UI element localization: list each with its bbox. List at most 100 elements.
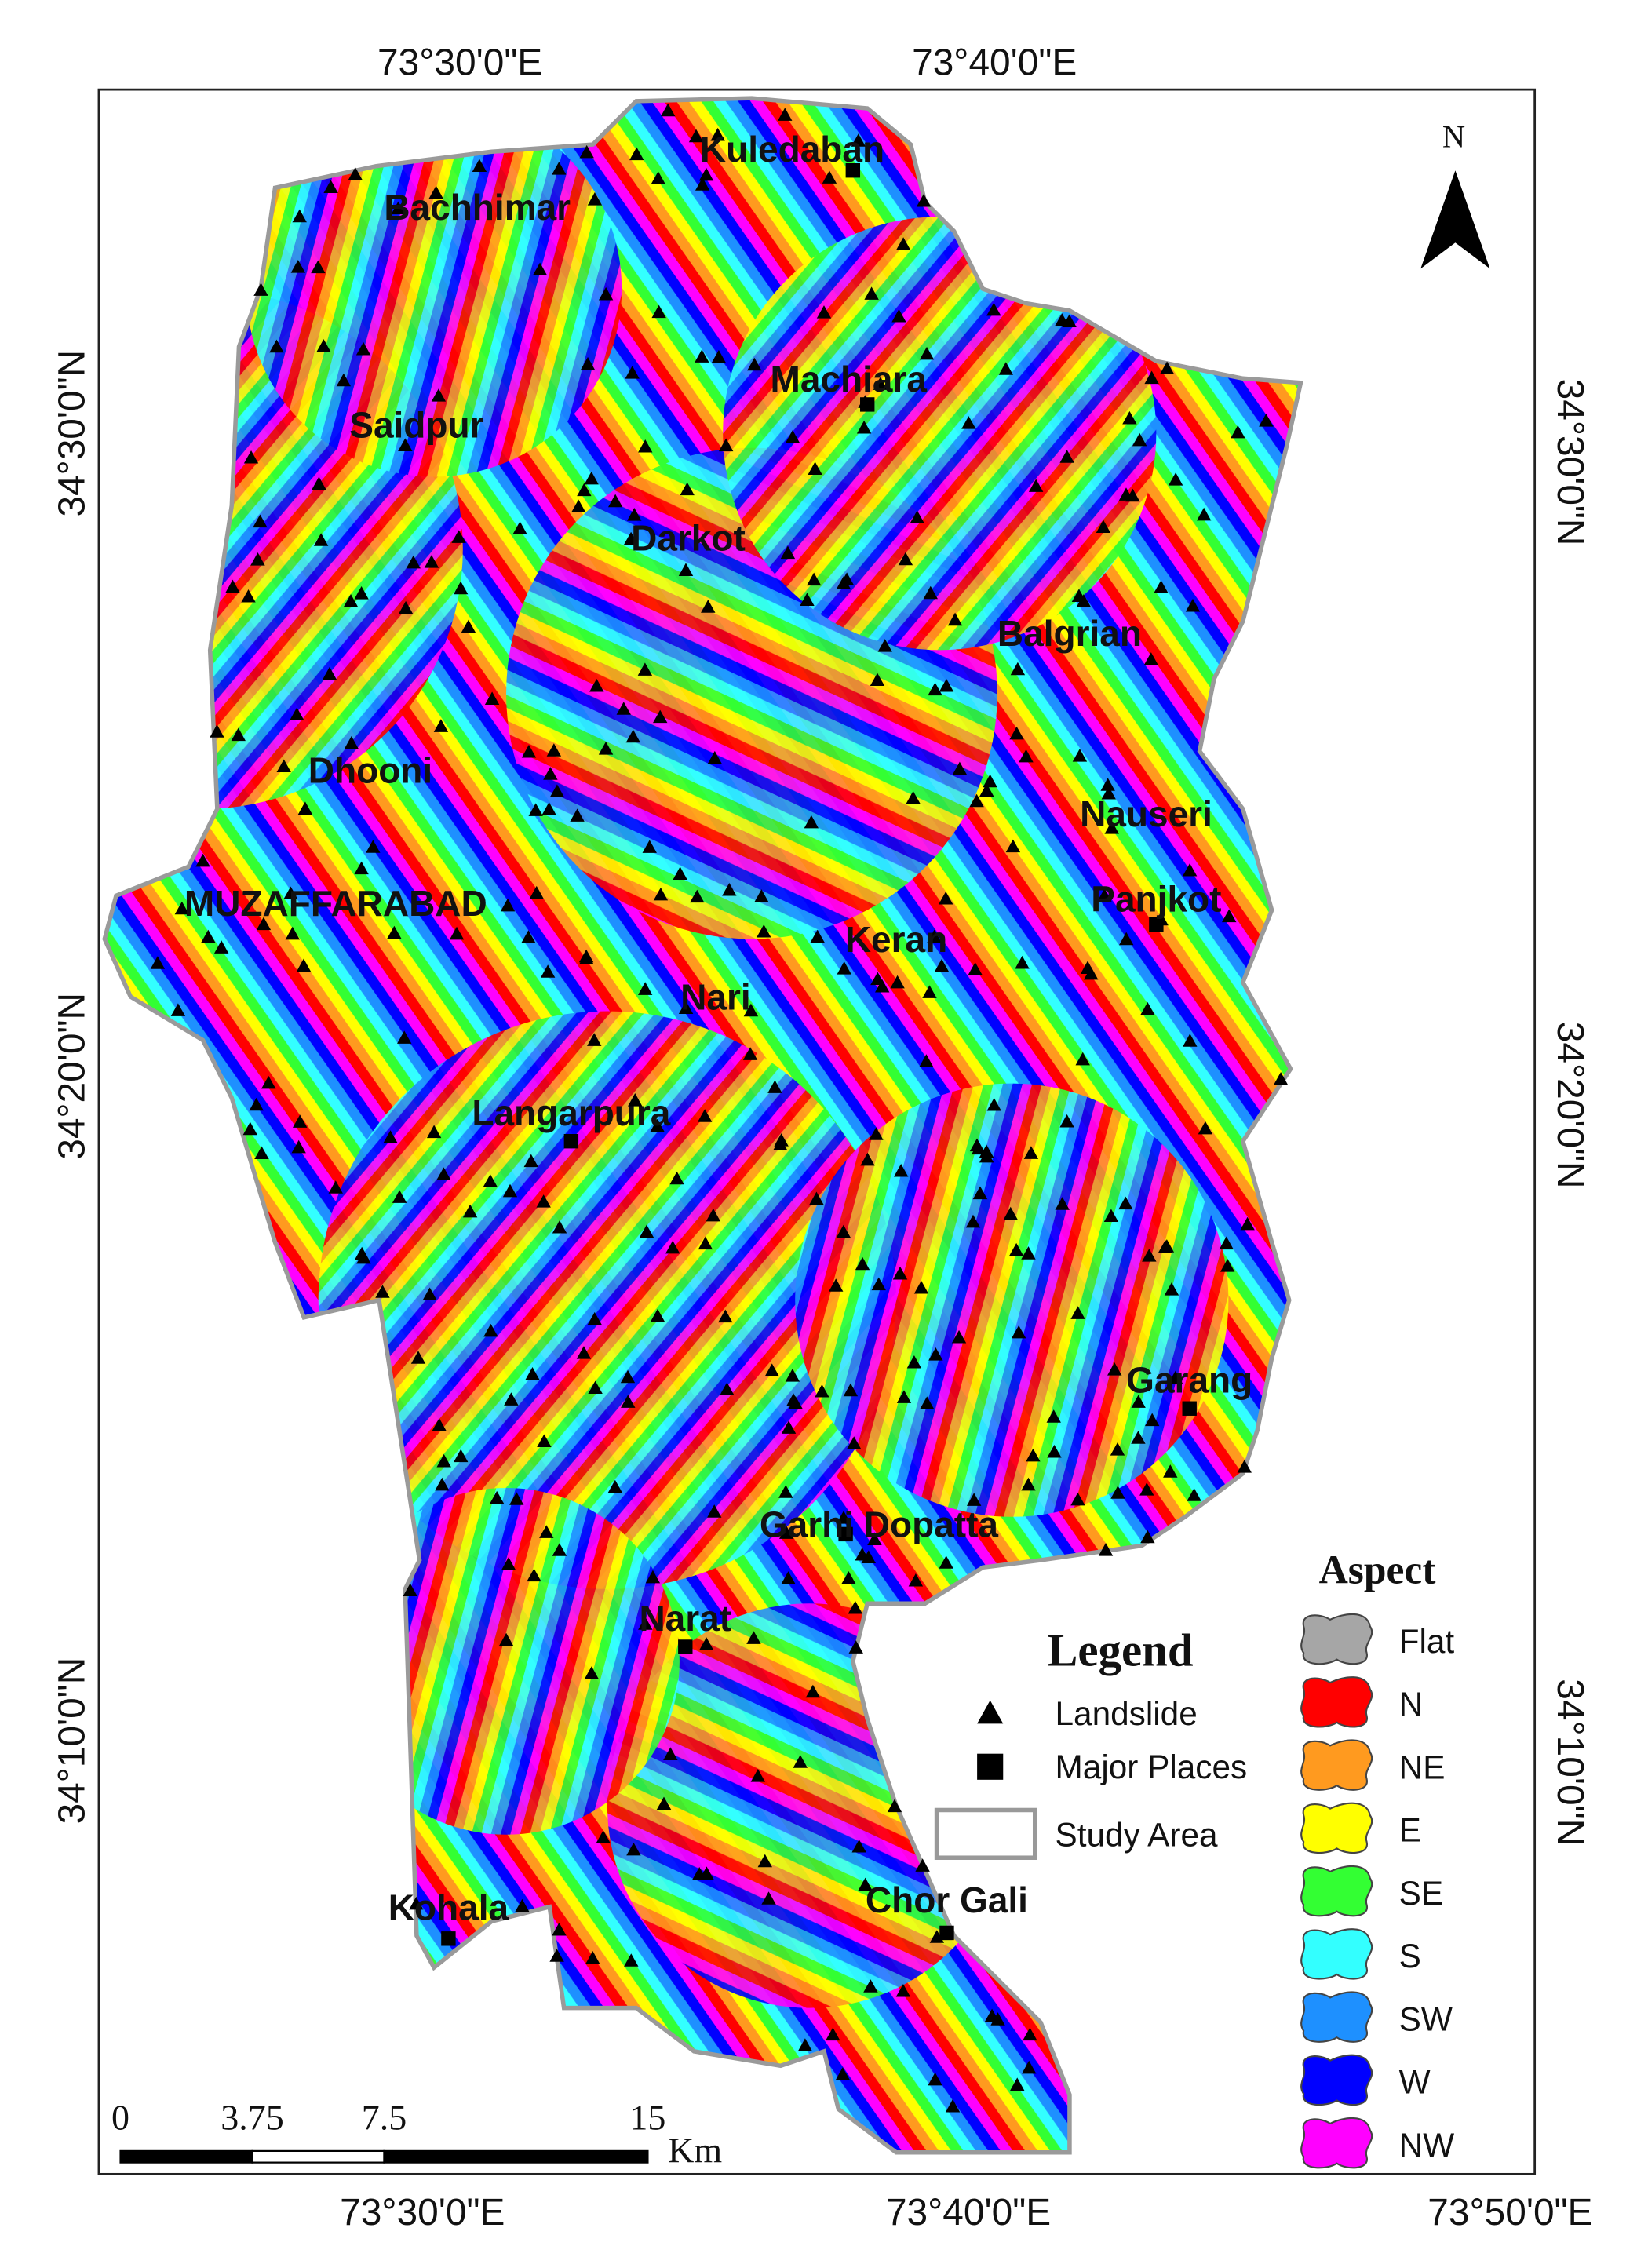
place-label: Langarpura [472, 1092, 670, 1133]
landslide-marker [767, 1080, 782, 1093]
landslide-marker [328, 1180, 343, 1194]
landslide-marker [939, 891, 953, 905]
landslide-marker [1062, 314, 1077, 328]
place-label: Darkot [631, 517, 746, 558]
scale-bar-label: 0 [111, 2097, 129, 2137]
landslide-marker [1023, 1146, 1039, 1159]
scale-bar-label: 3.75 [221, 2097, 283, 2137]
landslide-marker [431, 388, 447, 402]
landslide-marker [922, 985, 937, 998]
landslide-marker [509, 1492, 524, 1505]
legend-title: Legend [1047, 1624, 1194, 1675]
landslide-marker [847, 1436, 862, 1449]
landslide-marker [923, 585, 938, 600]
landslide-marker [781, 1420, 797, 1434]
landslide-marker [521, 930, 536, 943]
landslide-marker [1059, 1114, 1074, 1128]
landslide-marker [697, 1109, 713, 1122]
aspect-swatch [1300, 2117, 1373, 2169]
landslide-marker [624, 1953, 639, 1967]
landslide-marker [570, 808, 585, 822]
landslide-marker [501, 1557, 516, 1570]
landslide-marker [323, 180, 338, 193]
place-marker [1182, 1401, 1197, 1416]
place-label: Keran [845, 919, 947, 960]
landslide-marker [269, 339, 284, 353]
landslide-marker [552, 162, 567, 175]
landslide-marker [927, 929, 942, 943]
landslide-marker [1028, 479, 1044, 492]
landslide-marker [1009, 726, 1024, 740]
landslide-marker [837, 961, 851, 975]
landslide-marker [150, 956, 166, 969]
landslide-marker [348, 167, 363, 180]
landslide-marker [698, 1236, 713, 1250]
landslide-marker [895, 1983, 911, 1997]
landslide-marker [990, 2012, 1005, 2026]
landslide-marker [1131, 1395, 1146, 1408]
landslide-marker [1154, 580, 1169, 593]
landslide-marker [673, 866, 687, 880]
landslide-marker [1110, 1442, 1125, 1456]
place-marker [939, 1925, 954, 1941]
landslide-marker [951, 1329, 967, 1344]
landslide-marker [1158, 1239, 1173, 1253]
landslide-marker [537, 1434, 552, 1448]
place-label: Saidpur [349, 405, 483, 446]
landslide-marker [858, 1877, 873, 1891]
landslide-marker [805, 1684, 821, 1698]
landslide-marker [747, 357, 762, 371]
landslide-marker [856, 420, 872, 434]
landslide-marker [986, 302, 1001, 316]
landslide-marker [863, 1979, 878, 1993]
landslide-marker [895, 237, 911, 250]
landslide-marker [336, 373, 352, 387]
landslide-marker [653, 887, 669, 901]
landslide-marker [625, 729, 641, 743]
bottom-coordinate-label: 73°40'0"E [886, 2192, 1051, 2233]
place-marker [678, 1639, 693, 1654]
landslide-marker [1142, 1249, 1157, 1262]
landslide-marker [527, 1568, 541, 1582]
aspect-label: N [1399, 1686, 1424, 1723]
landslide-marker [822, 170, 837, 184]
landslide-marker [579, 144, 594, 159]
landslide-marker [254, 1146, 269, 1160]
landslide-marker [1055, 1197, 1070, 1210]
landslide-marker [1101, 786, 1116, 800]
landslide-marker [1183, 1034, 1198, 1047]
landslide-marker [292, 209, 307, 223]
landslide-marker [451, 530, 466, 543]
landslide-marker [620, 1369, 636, 1384]
landslide-marker [720, 1382, 735, 1395]
landslide-marker [939, 678, 954, 692]
landslide-marker [500, 898, 516, 912]
aspect-label: S [1399, 1938, 1421, 1974]
landslide-marker [521, 744, 537, 758]
landslide-marker [743, 1003, 759, 1017]
left-coordinate-label: 34°10'0"N [52, 1657, 93, 1825]
landslide-marker [598, 286, 614, 301]
aspect-swatch [1300, 2054, 1373, 2106]
landslide-marker [210, 724, 224, 738]
landslide-marker [454, 1449, 469, 1463]
landslide-marker [256, 917, 272, 931]
landslide-marker [628, 1092, 643, 1107]
aspect-label: W [1399, 2064, 1431, 2101]
landslide-marker [913, 1280, 929, 1294]
landslide-marker [806, 572, 822, 586]
landslide-marker [587, 1311, 602, 1325]
landslide-marker [607, 494, 623, 508]
landslide-marker [579, 951, 594, 964]
legend-symbol-place [977, 1753, 1004, 1780]
landslide-marker [650, 1308, 665, 1322]
landslide-marker [919, 346, 935, 360]
landslide-marker [1139, 1482, 1154, 1496]
landslide-marker [972, 1186, 988, 1200]
landslide-marker [983, 774, 997, 788]
landslide-marker [1019, 749, 1034, 763]
place-marker [838, 1526, 853, 1542]
landslide-marker [540, 964, 556, 978]
landslide-marker [536, 1194, 551, 1208]
